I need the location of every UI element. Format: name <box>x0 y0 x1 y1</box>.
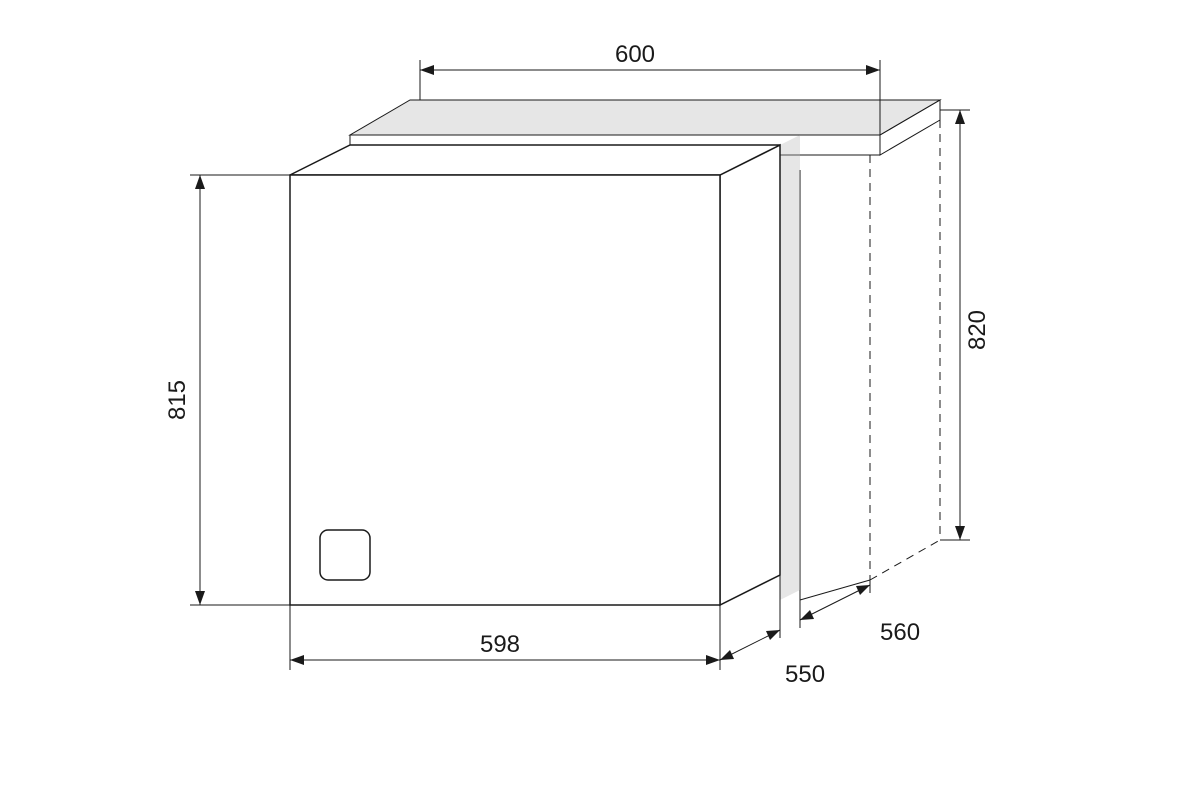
dimension-drawing: 600 820 815 598 550 <box>0 0 1200 800</box>
dimension-560: 560 <box>800 580 920 646</box>
dim-label-598: 598 <box>480 631 520 658</box>
dim-label-815: 815 <box>164 380 191 420</box>
dim-label-560: 560 <box>880 619 920 646</box>
dimension-820: 820 <box>940 110 991 540</box>
dim-label-820: 820 <box>964 310 991 350</box>
appliance-box <box>290 145 780 605</box>
dimension-815: 815 <box>164 175 290 605</box>
dim-label-600: 600 <box>615 41 655 68</box>
dim-label-550: 550 <box>785 661 825 688</box>
dimension-598: 598 <box>290 605 720 670</box>
niche-shade <box>780 135 800 600</box>
cabinet-opening <box>800 120 940 600</box>
